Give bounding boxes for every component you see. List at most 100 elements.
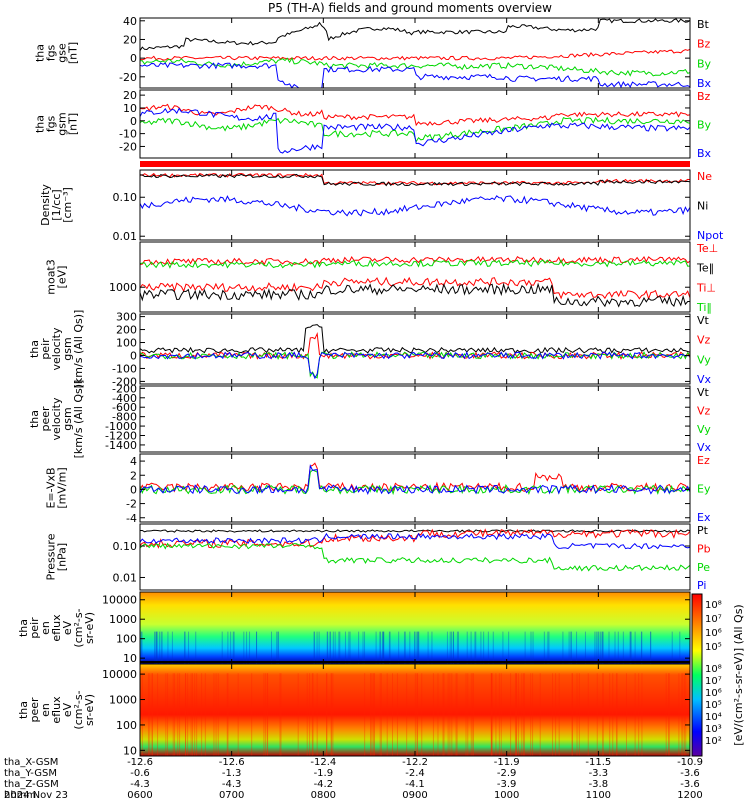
ephemeris-value: -12.2	[402, 757, 428, 768]
ytick-label: 10	[123, 652, 137, 665]
ephemeris-label: hhmm	[4, 790, 36, 800]
ytick-label: 10000	[102, 668, 137, 681]
ylabel-temp: moat3[eV]	[45, 259, 69, 295]
trace-pressure-Pi	[139, 532, 691, 550]
legend-peir_vel-Vy: Vy	[697, 353, 711, 366]
ephemeris-value: -11.9	[494, 757, 520, 768]
ytick-label: 1000	[109, 694, 137, 707]
panel-pressure: 0.10 0.01 Pressure[nPa] Pt Pb Pe Pi	[45, 523, 711, 592]
legend-temp-Ti⊥: Ti⊥	[696, 281, 716, 294]
legend-fgs_gsm-By: By	[697, 119, 712, 132]
trace-temp-Ti⊥	[139, 255, 691, 266]
trace-density-Ni	[139, 173, 691, 187]
legend-efield-Ez: Ez	[697, 454, 710, 467]
ytick-label: -100	[112, 362, 137, 375]
ytick-label: -600	[112, 401, 137, 414]
legend-efield-Ex: Ex	[697, 511, 711, 524]
legend-density-Ne: Ne	[697, 170, 712, 183]
ephemeris-value: -3.3	[589, 768, 609, 779]
ylabel-peer_vel: thapeervelocitygsm[km/s (All Qs)]	[28, 380, 85, 459]
ytick-label: 2	[130, 469, 137, 482]
legend-peir_vel-Vt: Vt	[697, 314, 710, 327]
xtick-label: 1200	[677, 790, 702, 800]
ytick-label: 100	[116, 337, 137, 350]
ytick-label: 40	[123, 15, 137, 28]
xtick-label: 0900	[402, 790, 427, 800]
legend-efield-Ey: Ey	[697, 483, 711, 496]
trace-pressure-Pt	[140, 529, 691, 533]
trace-temp-Te‖	[139, 282, 690, 308]
ytick-label: 4	[130, 455, 137, 468]
trace-fgs_gse-Bx	[139, 62, 691, 89]
ytick-label: 0.10	[113, 191, 138, 204]
legend-temp-Te⊥: Te⊥	[696, 242, 718, 255]
panel-peer_vel: -200-400-600-800-1000-1200-1400 thapeerve…	[28, 380, 712, 459]
colorbar-tick: 10⁶	[705, 688, 722, 699]
ytick-label: 10000	[102, 594, 137, 607]
ylabel-fgs_gse: thafgsgse[nT]	[34, 42, 80, 64]
ephemeris-value: -4.2	[314, 779, 334, 790]
colorbar-tick: 10⁶	[705, 628, 722, 639]
panel-temp: 1000 moat3[eV] Te⊥ Te‖ Ti⊥ Ti‖	[45, 241, 718, 314]
ytick-label: 20	[123, 89, 137, 102]
trace-fgs_gse-By	[140, 57, 691, 77]
trace-efield-Ex	[139, 464, 691, 496]
ephemeris-value: -12.6	[127, 757, 153, 768]
ephemeris-value: -1.9	[314, 768, 334, 779]
ylabel-pressure: Pressure[nPa]	[45, 533, 69, 580]
legend-density-Npot: Npot	[697, 229, 724, 242]
ephemeris-value: -2.4	[405, 768, 425, 779]
colorbar-tick: 10⁷	[705, 614, 722, 625]
ylabel-peir_vel: thapeirvelocitygsm[km/s (All Qs)]	[28, 310, 85, 389]
trace-temp-Ti‖	[139, 259, 691, 269]
legend-peer_vel-Vt: Vt	[697, 386, 710, 399]
ytick-label: 300	[116, 311, 137, 324]
legend-pressure-Pb: Pb	[697, 542, 711, 555]
legend-fgs_gse-Bz: Bz	[697, 38, 711, 51]
ytick-label: -1000	[105, 420, 137, 433]
colorbar-tick: 10⁷	[705, 676, 722, 687]
xtick-label: 1000	[494, 790, 519, 800]
ephemeris-value: -3.8	[589, 779, 609, 790]
trace-fgs_gse-Bz	[139, 48, 691, 61]
ytick-label: -200	[112, 375, 137, 388]
panel-efield: 420 -2-4 E=-VxB[mV/m] Ez Ey Ex	[45, 453, 711, 525]
colorbar-tick: 10⁸	[705, 664, 722, 675]
colorbar-tick: 10⁴	[705, 712, 722, 723]
ephemeris-label: tha_Z-GSM	[4, 779, 59, 790]
quality-flag-bar	[140, 161, 690, 167]
panel-peir_spec: 10000 1000 100 10 thapeirenefluxeV(cm²-s-sr-…	[17, 591, 691, 665]
ephemeris-value: -4.3	[222, 779, 242, 790]
colorbar-tick: 10²	[705, 736, 722, 747]
legend-fgs_gse-Bt: Bt	[697, 18, 710, 31]
spectrogram-peir_spec	[140, 592, 690, 664]
date-label: 2024 Nov 23	[4, 790, 68, 800]
ytick-label: -20	[119, 71, 137, 84]
ephemeris-value: -4.1	[405, 779, 425, 790]
panel-density: 0.10 0.01 Density[1/cc][cm⁻³] Ne Ni Npot	[39, 169, 724, 243]
legend-pressure-Pi: Pi	[697, 579, 706, 592]
colorbar-tick: 10³	[705, 724, 722, 735]
trace-peir_vel-Vt	[139, 324, 691, 355]
ytick-label: -200	[112, 382, 137, 395]
legend-fgs_gse-Bx: Bx	[697, 77, 712, 90]
xtick-label: 0600	[127, 790, 152, 800]
ephemeris-value: -12.6	[219, 757, 245, 768]
legend-fgs_gsm-Bx: Bx	[697, 147, 712, 160]
legend-pressure-Pt: Pt	[697, 524, 709, 537]
legend-temp-Te‖: Te‖	[696, 262, 714, 275]
ytick-label: -400	[112, 392, 137, 405]
ephemeris-label: tha_X-GSM	[4, 757, 58, 768]
trace-fgs_gsm-Bx	[139, 107, 691, 154]
trace-efield-Ey	[139, 469, 691, 496]
ytick-label: 10	[123, 102, 137, 115]
spectrogram-peer_spec	[140, 664, 690, 756]
ylabel-peer_spec: thapeerenefluxeV(cm²-s-sr-eV)	[17, 690, 96, 729]
panel-fgs_gse: 40 20 0 -20 thafgsgse[nT] Bt Bz By Bx	[34, 15, 712, 90]
legend-peir_vel-Vz: Vz	[697, 334, 711, 347]
ytick-label: -10	[119, 128, 137, 141]
colorbar-tick: 10⁵	[705, 642, 722, 653]
ephemeris-value: -0.6	[130, 768, 150, 779]
